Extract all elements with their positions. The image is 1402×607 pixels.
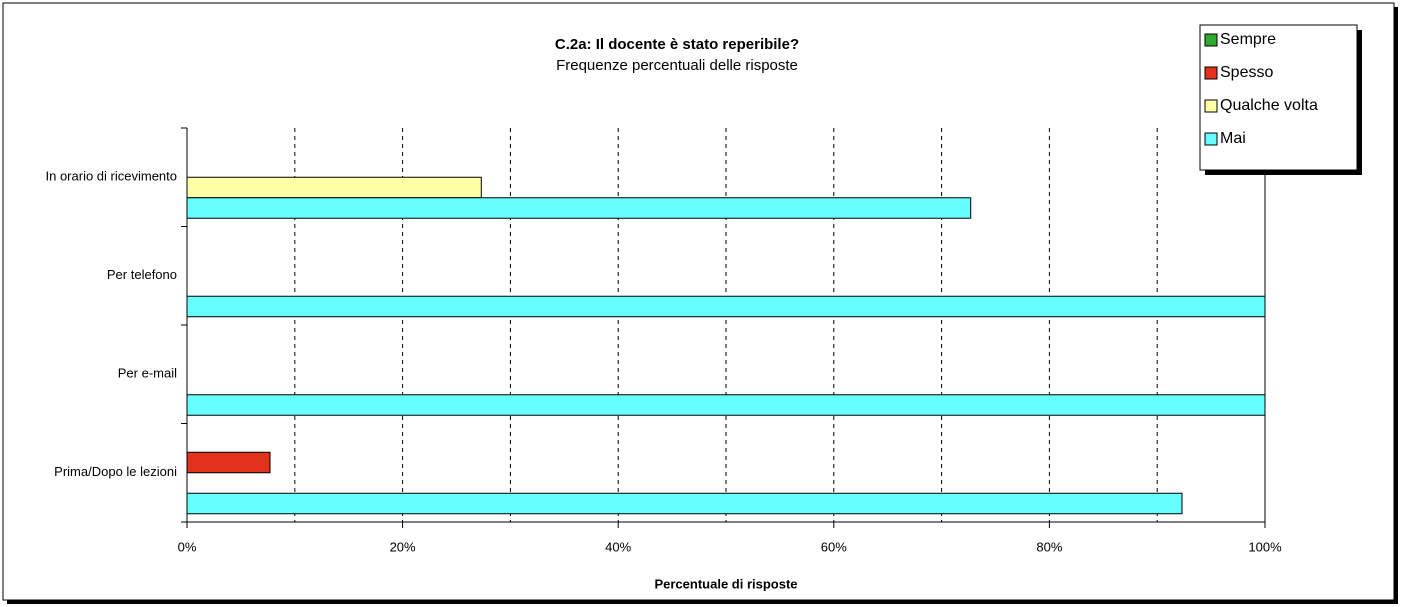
legend-swatch [1204,132,1218,146]
legend-swatch [1204,33,1218,47]
bar [186,295,1266,318]
bar [186,176,482,199]
bar [186,451,271,474]
legend-label: Qualche volta [1220,97,1318,114]
legend-swatch [1204,66,1218,80]
y-tick-label: Per e-mail [118,366,177,381]
y-tick-label: In orario di ricevimento [46,169,178,184]
x-axis-label: Percentuale di risposte [654,576,797,591]
y-tick-label: Prima/Dopo le lezioni [54,464,177,479]
bar [186,394,1266,416]
x-tick-label: 100% [1248,539,1282,554]
bar [186,492,1183,515]
x-tick-label: 80% [1036,539,1062,554]
x-tick-label: 60% [821,539,847,554]
bar [186,197,972,219]
chart-title: C.2a: Il docente è stato reperibile? [555,36,799,53]
legend-label: Sempre [1220,31,1276,48]
chart-subtitle: Frequenze percentuali delle risposte [556,57,798,74]
legend-label: Spesso [1220,64,1273,81]
y-tick-label: Per telefono [107,267,177,282]
legend-label: Mai [1220,130,1246,147]
legend [1199,24,1358,171]
x-tick-label: 0% [178,539,197,554]
x-tick-label: 20% [390,539,416,554]
legend-swatch [1204,99,1218,113]
x-tick-label: 40% [605,539,631,554]
